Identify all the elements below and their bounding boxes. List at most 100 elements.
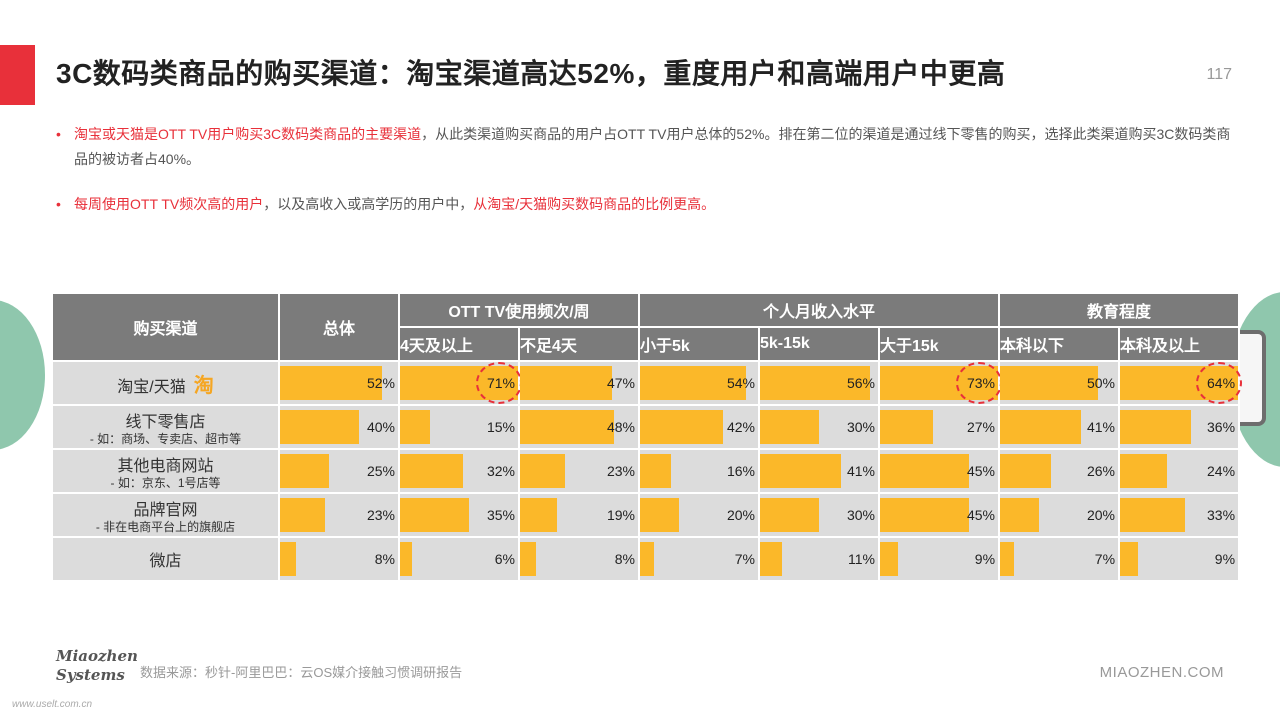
value-bar (760, 498, 819, 532)
channel-example: - 如：商场、专卖店、超市等 (89, 432, 242, 446)
value-bar (1120, 410, 1191, 444)
value-bar (880, 410, 934, 444)
table-row: 品牌官网 - 非在电商平台上的旗舰店 23% 35% 19% 20% 30% 45% 20% 33… (51, 492, 1241, 538)
value-cell: 40% (278, 404, 400, 450)
value-bar (640, 410, 723, 444)
value-cell: 33% (1118, 492, 1241, 538)
channel-name-cell: 淘宝/天猫淘 (51, 360, 280, 406)
channel-example: - 非在电商平台上的旗舰店 (95, 520, 236, 534)
channel-name: 其他电商网站 (117, 458, 214, 475)
value-bar (520, 498, 558, 532)
value-bar (280, 498, 326, 532)
value-label: 48% (606, 419, 635, 435)
bullet-highlight: 淘宝或天猫是OTT TV用户购买3C数码类商品的主要渠道 (74, 126, 422, 142)
value-cell: 54% (638, 360, 760, 406)
value-bar (880, 498, 969, 532)
value-bar (400, 454, 463, 488)
value-bar (1000, 410, 1081, 444)
value-label: 8% (374, 551, 395, 567)
value-bar (280, 454, 330, 488)
value-cell: 71% (398, 360, 522, 406)
value-label: 30% (846, 507, 875, 523)
value-cell: 7% (998, 536, 1121, 582)
value-bar (760, 542, 782, 576)
value-label: 56% (846, 375, 875, 391)
site-url: MIAOZHEN.COM (1099, 664, 1224, 681)
sub-header: 4天及以上 (398, 326, 520, 362)
value-cell: 20% (998, 492, 1121, 538)
value-label: 52% (366, 375, 395, 391)
value-label: 32% (486, 463, 515, 479)
value-cell: 30% (758, 492, 880, 538)
value-bar (1120, 454, 1168, 488)
bullet-text: ，以及高收入或高学历的用户中， (263, 196, 474, 212)
value-label: 25% (366, 463, 395, 479)
value-cell: 36% (1118, 404, 1241, 450)
value-bar (880, 454, 969, 488)
value-bar (640, 454, 672, 488)
value-label: 50% (1086, 375, 1116, 391)
sub-header: 本科及以上 (1118, 326, 1241, 362)
purchase-channel-table: 购买渠道 总体 OTT TV使用频次/周 个人月收入水平 教育程度 4天及以上 … (51, 292, 1243, 582)
value-label: 35% (486, 507, 515, 523)
value-bar (400, 410, 430, 444)
value-label: 9% (974, 551, 996, 567)
sub-header: 不足4天 (518, 326, 640, 362)
channel-name-cell: 品牌官网 - 非在电商平台上的旗舰店 (51, 492, 280, 538)
value-cell: 8% (518, 536, 640, 582)
bullet-item-1: • 淘宝或天猫是OTT TV用户购买3C数码类商品的主要渠道，从此类渠道购买商品… (56, 122, 1236, 172)
value-bar (760, 366, 871, 400)
value-bar (400, 498, 469, 532)
channel-name-cell: 微店 (51, 536, 280, 582)
value-cell: 20% (638, 492, 760, 538)
bullet-highlight-2: 从淘宝/天猫购买数码商品的比例更高。 (473, 196, 716, 212)
logo-line-1: Miaozhen (56, 647, 138, 665)
value-label: 41% (1086, 419, 1116, 435)
value-bar (1120, 498, 1185, 532)
value-cell: 26% (998, 448, 1121, 494)
data-source: 数据来源：秒针-阿里巴巴：云OS媒介接触习惯调研报告 (140, 665, 463, 680)
value-bar (880, 542, 898, 576)
value-bar (1000, 366, 1099, 400)
value-bar (640, 366, 747, 400)
value-label: 40% (366, 419, 395, 435)
value-bar (280, 542, 296, 576)
value-cell: 73% (877, 360, 1003, 406)
value-bar (640, 498, 680, 532)
value-label: 19% (606, 507, 635, 523)
company-logo: Miaozhen Systems (56, 647, 138, 685)
sub-header: 本科以下 (998, 326, 1121, 362)
value-cell: 6% (398, 536, 520, 582)
page-number: 117 (1206, 66, 1232, 83)
channel-name: 微店 (149, 553, 182, 570)
value-bar (760, 410, 819, 444)
value-cell: 7% (638, 536, 760, 582)
value-cell: 47% (518, 360, 640, 406)
value-cell: 23% (518, 448, 640, 494)
highlight-circle-icon (476, 362, 522, 404)
value-label: 42% (726, 419, 755, 435)
value-bar (1000, 454, 1052, 488)
channel-name: 淘宝/天猫 (117, 378, 186, 396)
title-accent-bar (0, 45, 35, 105)
channel-column-header: 购买渠道 (51, 292, 280, 362)
value-bar (520, 542, 536, 576)
value-cell: 9% (1118, 536, 1241, 582)
value-cell: 9% (877, 536, 1001, 582)
value-cell: 25% (278, 448, 400, 494)
value-label: 6% (494, 551, 515, 567)
sub-header: 5k-15k (758, 326, 880, 362)
group-header-income: 个人月收入水平 (637, 292, 1001, 328)
channel-name: 品牌官网 (133, 502, 198, 519)
value-label: 15% (486, 419, 515, 435)
value-bar (520, 366, 613, 400)
page-title: 3C数码类商品的购买渠道：淘宝渠道高达52%，重度用户和高端用户中更高 (56, 58, 1006, 89)
bullet-text: ，从此类渠道购买商品的用户占OTT TV用户总体的52%。排在第二位的渠道是通过… (74, 126, 1231, 167)
value-cell: 19% (518, 492, 640, 538)
bullet-list: • 淘宝或天猫是OTT TV用户购买3C数码类商品的主要渠道，从此类渠道购买商品… (56, 122, 1236, 217)
bullet-dot-icon: • (56, 196, 61, 212)
value-cell: 45% (877, 492, 1001, 538)
value-bar (280, 366, 383, 400)
value-label: 23% (366, 507, 395, 523)
value-label: 45% (966, 507, 996, 523)
